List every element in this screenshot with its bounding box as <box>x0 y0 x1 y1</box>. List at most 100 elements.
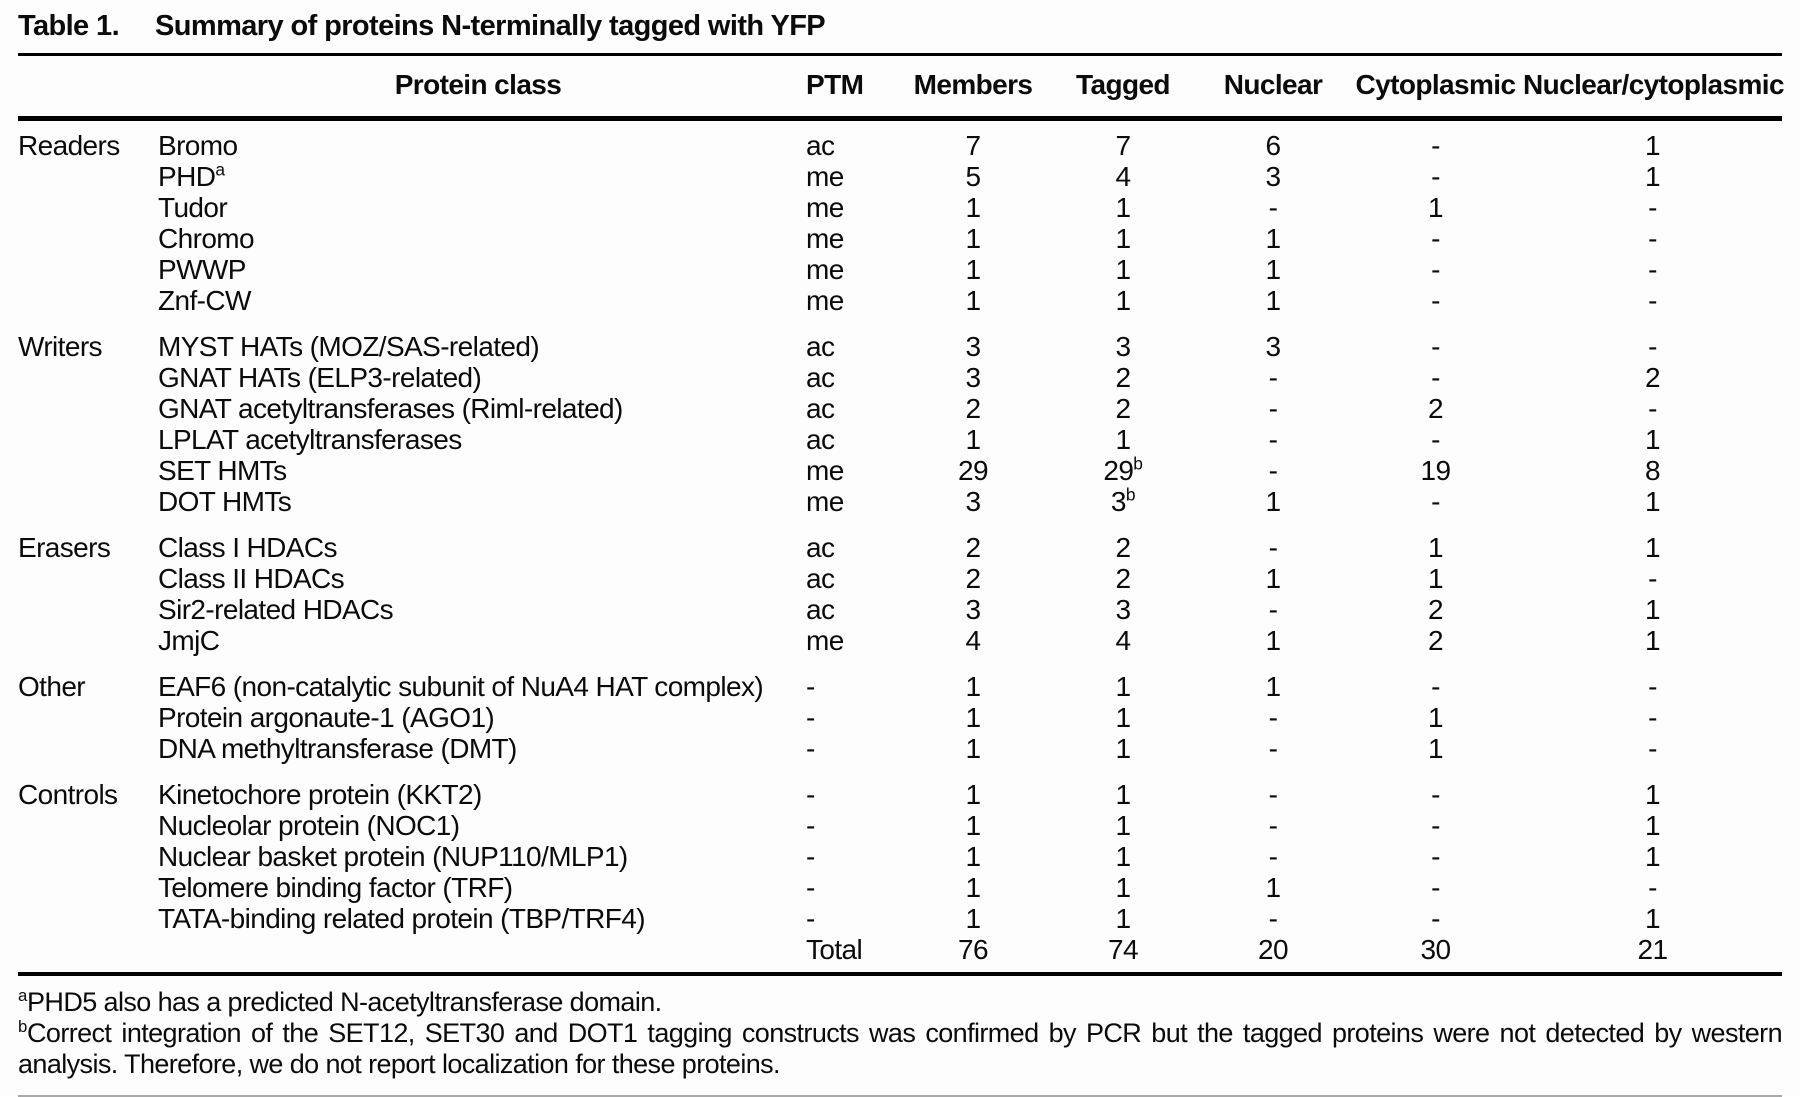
tagged-cell: 1 <box>1115 285 1132 316</box>
nuclear-cell: - <box>1268 393 1278 424</box>
ptm-cell: - <box>806 810 815 841</box>
members-cell: 4 <box>965 625 982 656</box>
nuclear-cell: - <box>1268 903 1278 934</box>
group-label: Controls <box>18 779 118 810</box>
protein-class-cell <box>158 934 798 974</box>
tagged-cell: 1 <box>1115 702 1132 733</box>
nuclear-cell: - <box>1268 455 1278 486</box>
cytoplasmic-cell: - <box>1431 486 1440 517</box>
nuclear-cytoplasmic-cell: - <box>1648 223 1657 254</box>
cytoplasmic-cell: - <box>1431 872 1440 903</box>
footnote-b-text: Correct integration of the SET12, SET30 … <box>18 1018 1783 1079</box>
cytoplasmic-cell: - <box>1431 223 1440 254</box>
total-row: Total 76 74 20 30 21 <box>18 934 1782 974</box>
nuclear-cell: 1 <box>1265 486 1282 517</box>
protein-class-cell: GNAT acetyltransferases (Riml-related) <box>158 393 623 424</box>
table-row: DOT HMTs me 3 3b 1 - 1 <box>18 486 1782 517</box>
ptm-cell: me <box>806 285 844 316</box>
nuclear-cell: - <box>1268 362 1278 393</box>
tagged-cell: 1 <box>1115 903 1132 934</box>
tagged-cell: 1 <box>1115 810 1132 841</box>
tagged-cell: 1 <box>1115 223 1132 254</box>
ptm-cell: - <box>806 903 815 934</box>
ptm-cell: ac <box>806 331 835 362</box>
members-cell: 2 <box>965 393 982 424</box>
group-label <box>18 393 158 424</box>
group-label: Readers <box>18 130 120 161</box>
footnote-a: aPHD5 also has a predicted N-acetyltrans… <box>18 987 1782 1018</box>
nuclear-cytoplasmic-cell: - <box>1648 702 1657 733</box>
ptm-cell: - <box>806 779 815 810</box>
group-label <box>18 841 158 872</box>
cytoplasmic-cell: - <box>1431 362 1440 393</box>
nuclear-cytoplasmic-cell: - <box>1648 254 1657 285</box>
nuclear-cytoplasmic-cell: - <box>1648 733 1657 764</box>
nuclear-cell: 6 <box>1265 130 1282 161</box>
tagged-total: 74 <box>1108 934 1139 965</box>
ptm-cell: - <box>806 671 815 702</box>
group-label <box>18 625 158 656</box>
table-row: Protein argonaute-1 (AGO1) - 1 1 - 1 - <box>18 702 1782 733</box>
group-label <box>18 161 158 192</box>
members-cell: 1 <box>965 702 982 733</box>
tagged-cell: 1 <box>1115 841 1132 872</box>
members-cell: 29 <box>958 455 989 486</box>
nuclear-cell: 3 <box>1265 161 1282 192</box>
nuclear-cytoplasmic-cell: 1 <box>1645 486 1661 517</box>
table-row: Nuclear basket protein (NUP110/MLP1) - 1 1 -… <box>18 841 1782 872</box>
ptm-cell: me <box>806 254 844 285</box>
nuclear-cytoplasmic-cell: 2 <box>1645 362 1661 393</box>
tagged-cell: 2 <box>1115 362 1132 393</box>
protein-class-cell: DOT HMTs <box>158 486 292 517</box>
protein-class-cell: JmjC <box>158 625 220 656</box>
table-body: Readers Bromo ac 7 7 6-1 PHDa me 5 4 3-1 Tudor me 1 1-… <box>18 119 1782 975</box>
protein-class-cell: Telomere binding factor (TRF) <box>158 872 513 903</box>
cytoplasmic-cell: - <box>1431 254 1440 285</box>
ptm-cell: - <box>806 872 815 903</box>
protein-class-cell: EAF6 (non-catalytic subunit of NuA4 HAT … <box>158 671 764 702</box>
col-header-protein-class: Protein class <box>158 54 798 121</box>
nuclear-cell: 3 <box>1265 331 1282 362</box>
table-row: Znf-CW me 1 1 1 - - <box>18 285 1782 316</box>
members-cell: 1 <box>965 841 982 872</box>
nuclear-cell: 1 <box>1265 563 1282 594</box>
group-label <box>18 455 158 486</box>
cytoplasmic-cell: 1 <box>1428 532 1444 563</box>
footnotes: aPHD5 also has a predicted N-acetyltrans… <box>18 976 1783 1080</box>
nuclear-cell: 1 <box>1265 625 1282 656</box>
table-row: DNA methyltransferase (DMT) - 1 1 - 1 - <box>18 733 1782 764</box>
table-row: PWWP me 1 1 1 - - <box>18 254 1782 285</box>
table-title: Summary of proteins N-terminally tagged … <box>155 10 826 42</box>
header-row: Protein class PTM Members Tagged Nuclear… <box>18 54 1785 121</box>
ptm-cell: - <box>806 733 815 764</box>
group-label <box>18 223 158 254</box>
col-header-tagged: Tagged <box>1048 54 1198 121</box>
members-cell: 3 <box>965 362 982 393</box>
col-header-group <box>18 54 158 121</box>
nuclear-cell: 1 <box>1265 254 1282 285</box>
table-row: Class II HDACs ac 2 2 1 1 - <box>18 563 1782 594</box>
protein-class-cell: DNA methyltransferase (DMT) <box>158 733 517 764</box>
nuclear-cytoplasmic-cell: 1 <box>1645 424 1661 455</box>
col-header-cytoplasmic: Cytoplasmic <box>1348 54 1523 121</box>
members-cell: 1 <box>965 192 982 223</box>
nuclear-cytoplasmic-cell: 1 <box>1645 810 1661 841</box>
group-label <box>18 810 158 841</box>
nuclear-cytoplasmic-cell: 1 <box>1645 841 1661 872</box>
nuclear-cell: 1 <box>1265 872 1282 903</box>
table-row: Readers Bromo ac 7 7 6 - 1 <box>18 119 1782 162</box>
group-label <box>18 903 158 934</box>
table-caption: Table 1. Summary of proteins N-terminally… <box>18 6 1782 53</box>
tagged-cell: 1 <box>1115 733 1132 764</box>
table-header: Protein class PTM Members Tagged Nuclear… <box>18 54 1785 121</box>
nuclear-cell: - <box>1268 702 1278 733</box>
group-label <box>18 362 158 393</box>
tagged-cell: 7 <box>1115 130 1132 161</box>
cytoplasmic-cell: 1 <box>1428 702 1444 733</box>
members-cell: 2 <box>965 532 982 563</box>
total-label: Total <box>806 934 863 965</box>
members-cell: 1 <box>965 733 982 764</box>
footnote-marker: a <box>215 161 225 180</box>
ptm-cell: me <box>806 455 844 486</box>
tagged-cell: 1 <box>1115 872 1132 903</box>
